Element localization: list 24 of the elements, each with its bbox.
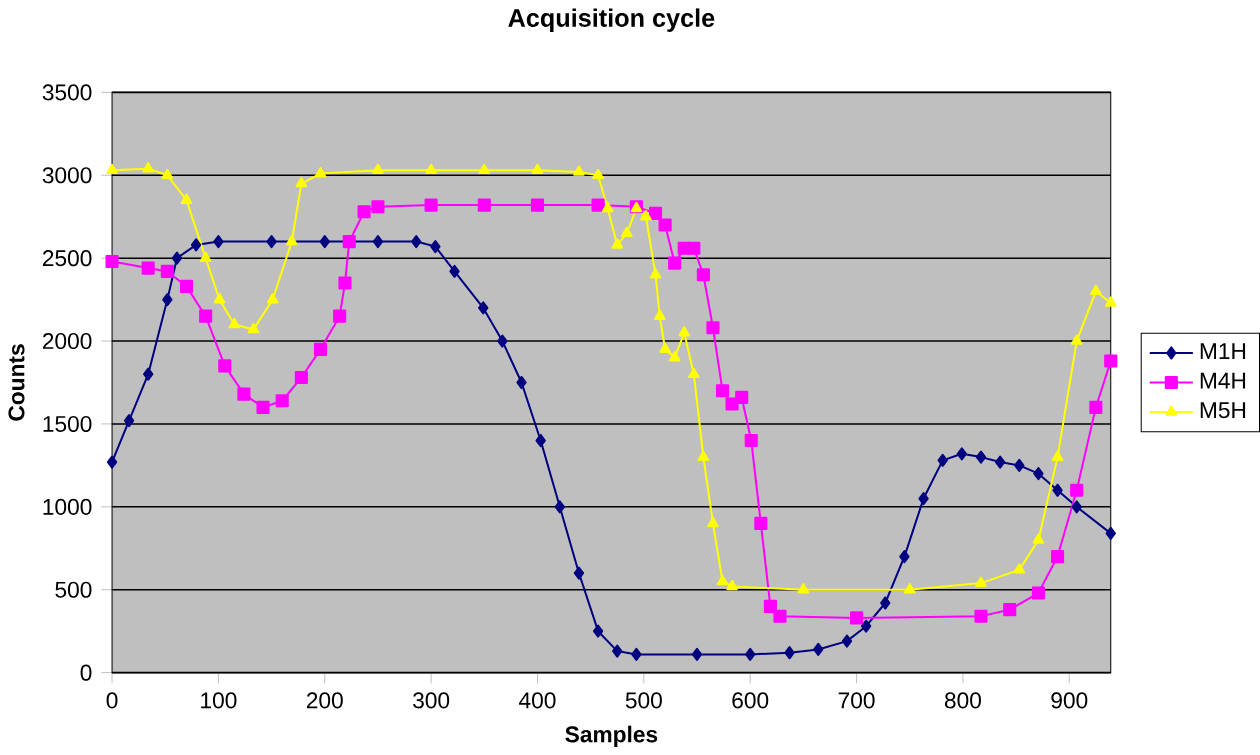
y-tick-label: 0 xyxy=(80,664,92,681)
x-tick-label: 0 xyxy=(106,692,118,709)
legend-label: M4H xyxy=(1200,372,1246,389)
y-axis-title: Counts xyxy=(8,344,25,421)
x-tick-label: 200 xyxy=(306,692,343,709)
x-tick-label: 500 xyxy=(625,692,662,709)
x-tick-label: 100 xyxy=(201,692,237,709)
x-tick-label: 300 xyxy=(413,692,450,709)
y-tick-label: 2500 xyxy=(42,249,92,267)
x-tick-label: 600 xyxy=(732,692,769,709)
y-tick-label: 3500 xyxy=(42,84,92,101)
y-tick-label: 1000 xyxy=(43,498,92,515)
x-tick-label: 800 xyxy=(944,692,981,709)
y-tick-label: 1500 xyxy=(43,415,92,432)
x-tick-label: 400 xyxy=(519,692,556,709)
legend-label: M5H xyxy=(1200,402,1246,419)
chart-title: Acquisition cycle xyxy=(508,8,715,32)
y-tick-label: 2000 xyxy=(42,332,92,349)
x-tick-label: 700 xyxy=(838,692,875,709)
y-tick-label: 3000 xyxy=(42,167,92,184)
legend-label: M1H xyxy=(1200,343,1246,359)
y-tick-label: 500 xyxy=(55,581,92,598)
x-tick-label: 900 xyxy=(1051,692,1088,709)
x-axis-title: Samples xyxy=(565,725,658,747)
